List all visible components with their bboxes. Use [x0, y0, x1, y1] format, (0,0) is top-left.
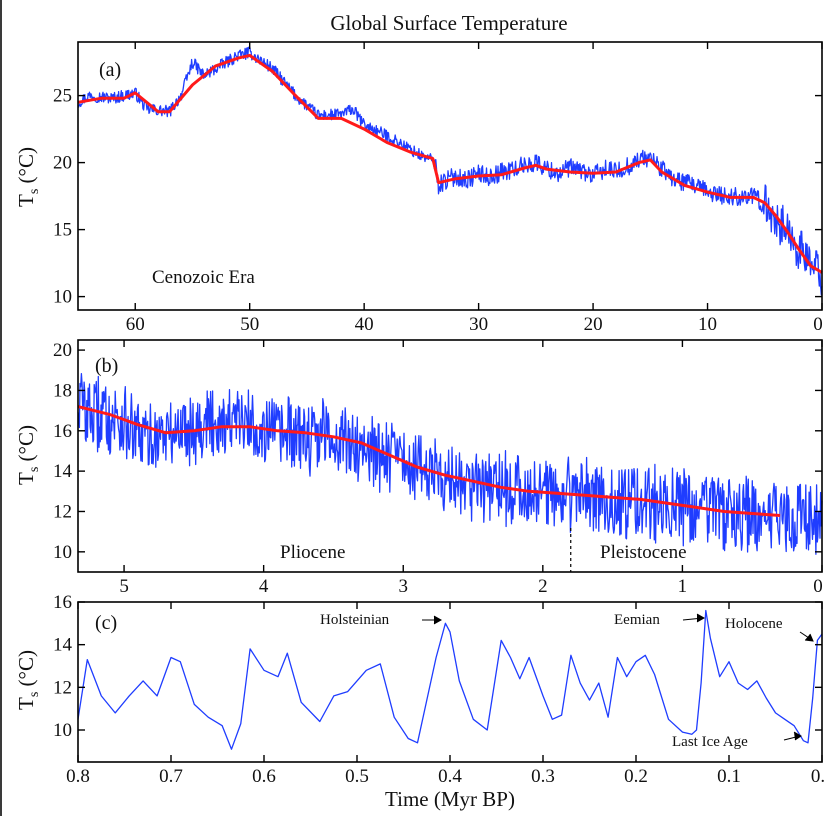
x-tick-label-a: 30 — [469, 314, 488, 335]
ylabel-b-symbol: T — [14, 472, 38, 485]
panel-tag-b: (b) — [95, 355, 118, 377]
x-tick-label-a: 40 — [355, 314, 374, 335]
annotation-holocene: Holocene — [725, 616, 783, 632]
y-tick-label-c: 10 — [53, 720, 72, 741]
ylabel-a-sub: s — [27, 189, 42, 194]
ylabel-a-unit: (°C) — [14, 147, 38, 189]
panel-tag-c: (c) — [95, 612, 117, 634]
x-tick-label-b: 0 — [813, 576, 823, 597]
x-tick-label-c: 0.8 — [66, 766, 90, 787]
annotation-arrows — [422, 613, 814, 741]
arrowhead-holsteinian — [433, 615, 443, 625]
y-tick-label-b: 20 — [53, 340, 72, 361]
x-axis-label: Time (Myr BP) — [385, 787, 515, 811]
ylabel-c-symbol: T — [14, 697, 38, 710]
era-label: Cenozoic Era — [152, 267, 255, 288]
annotation-holsteinian: Holsteinian — [320, 612, 390, 628]
x-tick-label-b: 3 — [398, 576, 408, 597]
arrowhead-holocene — [804, 633, 814, 642]
y-tick-label-a: 25 — [53, 86, 72, 107]
x-tick-label-b: 5 — [119, 576, 129, 597]
y-tick-label-c: 16 — [53, 592, 72, 613]
y-tick-label-c: 14 — [53, 635, 73, 656]
annotation-last-ice-age: Last Ice Age — [672, 734, 748, 750]
ylabel-c-unit: (°C) — [14, 650, 38, 692]
y-tick-label-b: 16 — [53, 421, 72, 442]
y-tick-label-a: 15 — [53, 220, 72, 241]
x-tick-label-a: 10 — [698, 314, 717, 335]
ylabel-b-sub: s — [27, 467, 42, 472]
panel-tag-a: (a) — [99, 59, 121, 81]
ylabel-c-sub: s — [27, 692, 42, 697]
epoch-label-pliocene: Pliocene — [280, 542, 345, 563]
x-tick-label-a: 0 — [813, 314, 823, 335]
ylabel-b-unit: (°C) — [14, 425, 38, 467]
series-smooth-line-b — [77, 405, 781, 517]
y-tick-label-b: 14 — [53, 461, 73, 482]
epoch-label-pleistocene: Pleistocene — [600, 542, 687, 563]
y-tick-label-b: 12 — [53, 501, 72, 522]
y-tick-label-b: 10 — [53, 542, 72, 563]
series-raw-line-c — [77, 609, 823, 750]
x-tick-label-c: 0. — [811, 766, 825, 787]
panel-a: (a) Cenozoic Era Ts (°C) — [14, 59, 255, 288]
arrowhead-eemian — [696, 613, 706, 623]
x-tick-label-c: 0.5 — [345, 766, 369, 787]
y-tick-label-b: 18 — [53, 380, 72, 401]
panel-c: (c) Holsteinian Eemian Holocene Last Ice… — [14, 612, 814, 750]
x-tick-label-c: 0.2 — [624, 766, 648, 787]
y-tick-label-a: 20 — [53, 153, 72, 174]
x-tick-label-a: 60 — [126, 314, 145, 335]
x-tick-label-c: 0.1 — [717, 766, 741, 787]
x-tick-label-c: 0.6 — [252, 766, 276, 787]
chart-c: 0.8 0.7 0.6 0.5 0.4 0.3 0.2 0.1 0. 10 12 14 16 — [53, 592, 825, 787]
left-edge-rule — [0, 0, 2, 816]
x-tick-label-b: 4 — [259, 576, 269, 597]
chart-a: 60 50 40 30 20 10 0 10 15 20 25 — [53, 41, 823, 335]
ylabel-a: Ts (°C) — [14, 147, 42, 207]
series-smooth-line-a — [77, 53, 823, 274]
x-tick-label-b: 2 — [538, 576, 548, 597]
ylabel-c: Ts (°C) — [14, 650, 42, 710]
plot-frame-a — [77, 41, 823, 311]
panel-b: (b) Pliocene Pleistocene Ts (°C) — [14, 355, 687, 563]
ylabel-a-symbol: T — [14, 194, 38, 207]
x-tick-label-c: 0.4 — [438, 766, 462, 787]
y-tick-label-c: 12 — [53, 677, 72, 698]
x-tick-label-a: 50 — [240, 314, 259, 335]
x-tick-label-a: 20 — [584, 314, 603, 335]
series-raw-line-a — [77, 46, 823, 296]
x-tick-label-b: 1 — [678, 576, 688, 597]
figure-title: Global Surface Temperature — [330, 11, 567, 35]
ylabel-b: Ts (°C) — [14, 425, 42, 485]
annotation-eemian: Eemian — [614, 612, 660, 628]
series-raw-line-b — [77, 373, 823, 555]
x-tick-label-c: 0.3 — [531, 766, 555, 787]
x-tick-label-c: 0.7 — [159, 766, 183, 787]
plot-frame-b — [77, 339, 823, 573]
arrowhead-last-ice-age — [793, 731, 802, 741]
y-tick-label-a: 10 — [53, 287, 72, 308]
